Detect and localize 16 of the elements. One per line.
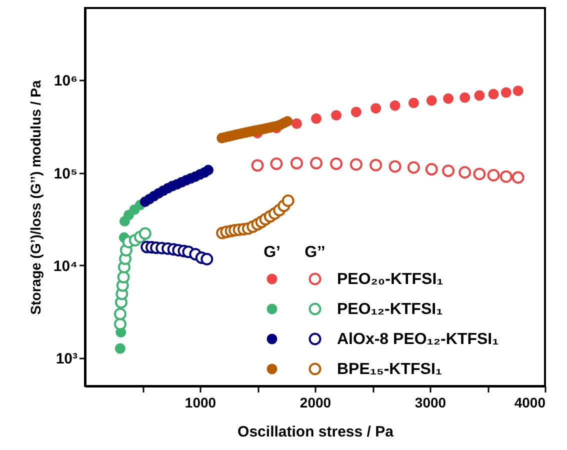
y-tick-label: 10⁵: [54, 165, 78, 182]
x-axis-title: Oscillation stress / Pa: [238, 424, 394, 440]
legend-label: BPE₁₅-KTFSI₁: [337, 361, 442, 378]
y-tick-label: 10³: [56, 350, 78, 368]
y-tick-label: 10⁶: [54, 72, 78, 90]
text: G’: [264, 244, 280, 261]
x-tick-label: 1000: [184, 394, 216, 410]
text: G’’: [304, 244, 326, 261]
x-tick-label: 4000: [514, 394, 546, 410]
legend-label: AlOx-8 PEO₁₂-KTFSI₁: [337, 331, 500, 348]
y-tick-label: 10⁴: [53, 258, 78, 275]
y-axis-title: Storage (G’)/loss (G’’) modulus / Pa: [27, 80, 44, 315]
x-tick-label: 2000: [300, 394, 332, 410]
x-tick-label: 3000: [414, 394, 446, 410]
legend-label: PEO₁₂-KTFSI₁: [337, 301, 444, 318]
legend-label: PEO₂₀-KTFSI₁: [337, 271, 444, 288]
